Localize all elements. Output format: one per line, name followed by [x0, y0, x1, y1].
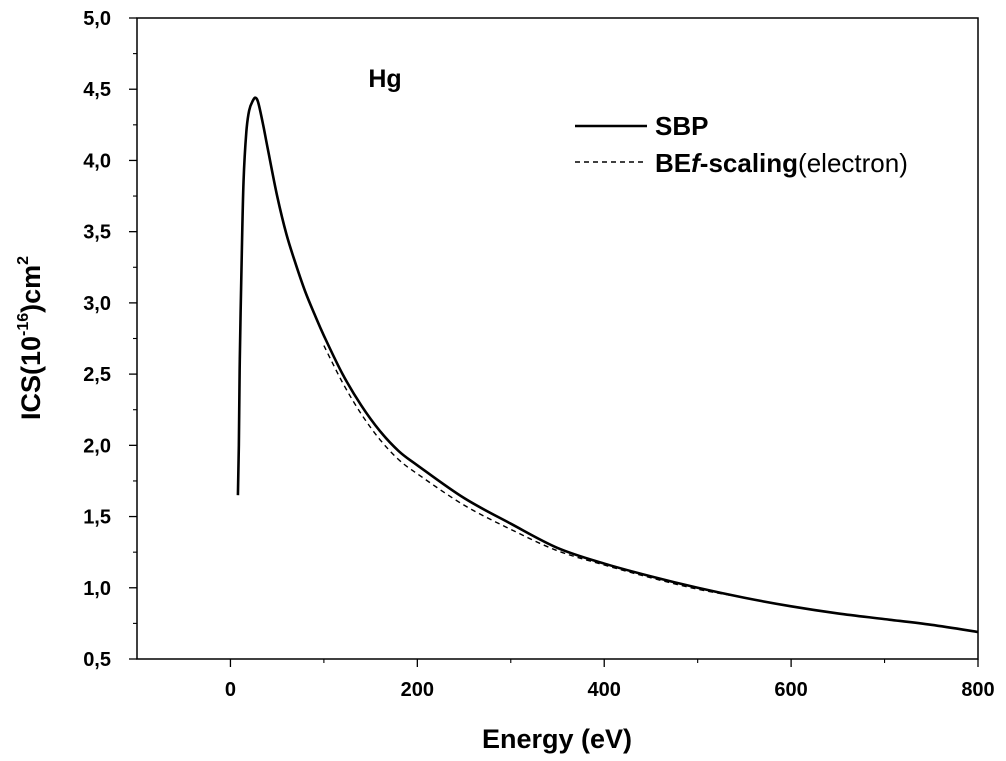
legend-befscaling-label: BEf-scaling(electron) — [655, 148, 908, 178]
plot-frame — [136, 17, 979, 660]
y-tick-label: 3,5 — [83, 222, 111, 244]
y-tick-label: 4,0 — [83, 150, 111, 172]
x-tick-label: 800 — [961, 679, 994, 701]
hg-annotation: Hg — [368, 65, 401, 93]
tick-layer: 0 200 400 600 800 0,5 1,0 1,5 2,0 2,5 3,0 3,5 4,0 4,5… — [83, 8, 995, 701]
x-axis-title: Energy (eV) — [482, 724, 632, 754]
y-tick-label: 2,0 — [83, 435, 111, 457]
y-tick-label: 1,5 — [83, 507, 111, 529]
befscaling-series-line — [323, 345, 979, 633]
sbp-series-line — [236, 96, 979, 634]
y-tick-label: 4,5 — [83, 79, 111, 101]
legend-sbp-label: SBP — [655, 111, 708, 141]
y-tick-label: 5,0 — [83, 8, 111, 30]
x-tick-label: 0 — [225, 679, 236, 701]
x-tick-label: 400 — [588, 679, 621, 701]
x-tick-label: 600 — [774, 679, 807, 701]
y-axis-title: ICS(10-16)cm2 — [15, 256, 46, 420]
y-tick-label: 3,0 — [83, 293, 111, 315]
x-tick-label: 200 — [401, 679, 434, 701]
y-tick-label: 2,5 — [83, 364, 111, 386]
y-tick-label: 1,0 — [83, 578, 111, 600]
series-layer — [236, 96, 979, 634]
y-tick-label: 0,5 — [83, 649, 111, 671]
